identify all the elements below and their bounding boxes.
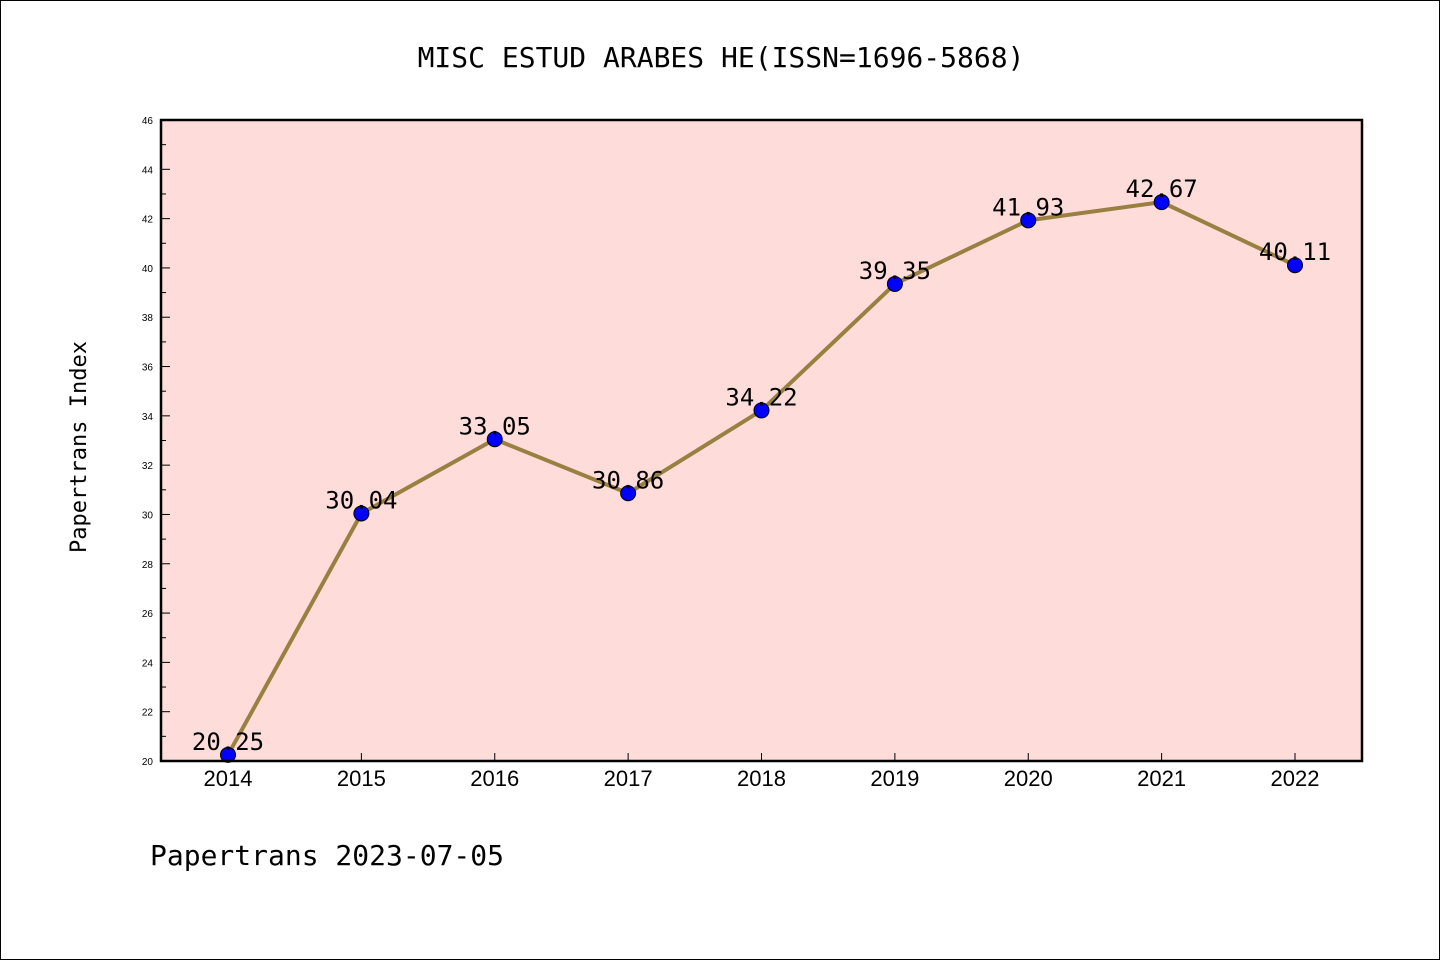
data-label: 39.35	[859, 257, 931, 285]
y-tick-label: 42	[142, 215, 154, 226]
x-tick-label: 2018	[737, 766, 786, 791]
data-point	[886, 275, 903, 292]
data-point	[486, 431, 503, 448]
data-point	[220, 746, 236, 763]
data-point	[753, 402, 770, 419]
y-tick-label: 34	[142, 412, 154, 423]
series-markers	[220, 194, 1303, 763]
data-label: 30.86	[592, 466, 664, 494]
data-point	[1287, 257, 1303, 274]
chart-title: MISC ESTUD ARABES HE(ISSN=1696-5868)	[418, 41, 1025, 74]
x-tick-label: 2015	[337, 766, 386, 791]
data-label: 42.67	[1126, 175, 1198, 203]
x-tick-label: 2017	[604, 766, 653, 791]
data-label: 40.11	[1259, 238, 1331, 266]
data-point	[1153, 194, 1170, 211]
y-tick-label: 24	[142, 658, 154, 669]
data-point	[353, 505, 370, 522]
x-tick-label: 2019	[870, 766, 919, 791]
x-axis: 2014 2015 2016 2017 2018 2019 2020 2021 2022	[204, 753, 1320, 791]
footer-text: Papertrans 2023-07-05	[150, 839, 504, 872]
y-tick-label: 32	[142, 461, 154, 472]
y-axis: 20 22 24 26 28 30 32 34 36 38 40 42 44 46	[142, 116, 170, 768]
data-labels: 20.25 30.04 33.05 30.86 34.22 39.35 41.93 42.67…	[192, 175, 1331, 756]
x-tick-label: 2022	[1271, 766, 1320, 791]
y-tick-label: 46	[142, 116, 154, 127]
y-tick-label: 26	[142, 609, 154, 620]
plot-area	[161, 120, 1362, 761]
y-tick-label: 38	[142, 313, 154, 324]
y-tick-label: 36	[142, 363, 154, 374]
y-tick-label: 28	[142, 560, 154, 571]
plot-border	[159, 118, 1364, 763]
x-tick-label: 2016	[470, 766, 519, 791]
data-label: 30.04	[325, 486, 397, 514]
data-label: 34.22	[725, 383, 797, 411]
data-label: 20.25	[192, 728, 264, 756]
y-tick-label: 30	[142, 510, 154, 521]
data-point	[620, 485, 637, 502]
data-point	[1020, 212, 1037, 229]
data-label: 41.93	[992, 193, 1064, 221]
y-axis-label: Papertrans Index	[67, 341, 92, 553]
y-tick-label: 40	[142, 264, 154, 275]
data-label: 33.05	[459, 412, 531, 440]
y-tick-label: 22	[142, 708, 154, 719]
x-tick-label: 2014	[204, 766, 253, 791]
y-tick-label: 44	[142, 165, 154, 176]
x-tick-label: 2020	[1004, 766, 1053, 791]
y-tick-label: 20	[142, 757, 154, 768]
x-tick-label: 2021	[1137, 766, 1186, 791]
